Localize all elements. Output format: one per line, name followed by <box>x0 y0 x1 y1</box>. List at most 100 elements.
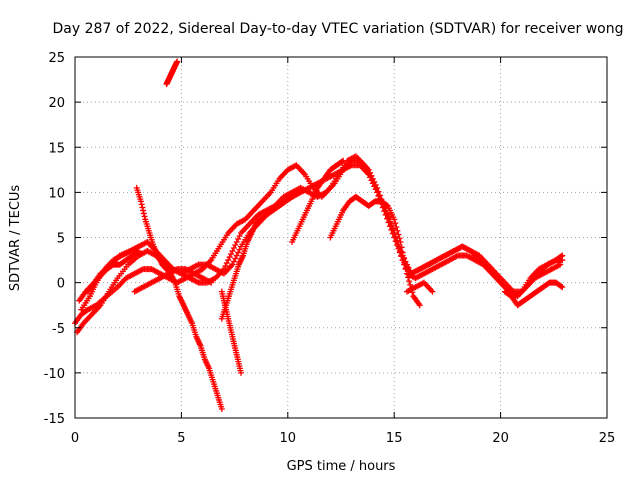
data-point <box>398 244 405 251</box>
x-tick-label: 25 <box>599 431 616 446</box>
x-tick-label: 10 <box>280 431 297 446</box>
data-point <box>397 239 404 246</box>
x-tick-label: 0 <box>71 431 79 446</box>
data-point <box>233 252 240 259</box>
data-point <box>381 208 388 215</box>
data-point <box>295 189 302 196</box>
data-point <box>406 278 413 285</box>
data-point <box>401 260 408 267</box>
data-point <box>392 238 399 245</box>
data-point <box>395 231 402 238</box>
data-point <box>222 263 229 270</box>
data-point <box>558 283 565 290</box>
data-point <box>294 190 301 197</box>
data-point <box>384 215 391 222</box>
data-point <box>394 242 401 249</box>
data-point <box>383 202 390 209</box>
data-point <box>141 213 148 220</box>
data-point <box>135 248 142 255</box>
data-point <box>236 246 243 253</box>
data-point <box>392 220 399 227</box>
data-point <box>559 252 566 259</box>
data-point <box>233 239 240 246</box>
data-point <box>140 207 147 214</box>
data-point <box>371 183 378 190</box>
y-tick-label: -10 <box>44 367 65 382</box>
data-point <box>226 254 233 261</box>
data-point <box>395 245 402 252</box>
data-point <box>391 234 398 241</box>
data-point <box>407 281 414 288</box>
gridlines <box>75 57 607 418</box>
data-point <box>391 216 398 223</box>
data-point <box>372 186 379 193</box>
data-points <box>72 58 566 412</box>
data-point <box>405 274 412 281</box>
data-point <box>386 223 393 230</box>
data-point <box>139 204 146 211</box>
data-point <box>365 171 372 178</box>
y-tick-label: 15 <box>48 141 65 156</box>
data-point <box>375 193 382 200</box>
data-point <box>402 265 409 272</box>
data-point <box>389 230 396 237</box>
data-point <box>559 284 566 291</box>
data-point <box>229 248 236 255</box>
data-point <box>137 198 144 205</box>
axis-ticks: 0 5 10 15 20 25 -15 -10 -5 0 5 10 15 20 25 <box>44 51 616 446</box>
y-tick-label: 10 <box>48 186 65 201</box>
y-tick-label: 5 <box>57 232 65 247</box>
y-tick-label: 25 <box>48 51 65 66</box>
data-point <box>374 189 381 196</box>
x-axis-label: GPS time / hours <box>287 459 396 474</box>
data-point <box>218 405 225 412</box>
series-arc-8 <box>163 58 181 88</box>
data-point <box>235 236 242 243</box>
data-point <box>230 245 237 252</box>
data-point <box>223 260 230 267</box>
data-point <box>208 279 215 286</box>
data-point <box>134 248 141 255</box>
data-point <box>236 232 243 239</box>
data-point <box>230 258 237 265</box>
data-point <box>229 261 236 268</box>
data-point <box>339 158 346 165</box>
data-point <box>394 227 401 234</box>
y-tick-label: -15 <box>44 412 65 427</box>
data-point <box>237 369 244 376</box>
data-point <box>558 253 565 260</box>
data-point <box>396 235 403 242</box>
data-point <box>340 157 347 164</box>
data-point <box>429 288 436 295</box>
series-arc-13 <box>403 279 436 295</box>
x-tick-label: 5 <box>177 431 185 446</box>
data-point <box>138 201 145 208</box>
series-arc-12 <box>327 193 423 309</box>
data-point <box>232 255 239 262</box>
x-tick-label: 15 <box>386 431 403 446</box>
data-point <box>225 257 232 264</box>
data-point <box>379 204 386 211</box>
data-point <box>220 266 227 273</box>
data-point <box>385 219 392 226</box>
data-point <box>228 251 235 258</box>
data-point <box>393 223 400 230</box>
series-arc-5 <box>84 248 142 295</box>
series-arc-14 <box>501 279 566 309</box>
data-point <box>232 242 239 249</box>
series-arc-11 <box>289 157 347 246</box>
data-point <box>400 254 407 261</box>
data-point <box>382 211 389 218</box>
data-point <box>367 174 374 181</box>
data-point <box>399 249 406 256</box>
series-arc-7 <box>131 266 215 295</box>
data-point <box>368 177 375 184</box>
series-arc-10 <box>218 288 244 376</box>
chart-title: Day 287 of 2022, Sidereal Day-to-day VTE… <box>53 21 624 37</box>
data-point <box>388 226 395 233</box>
data-point <box>403 270 410 277</box>
data-point <box>174 58 181 65</box>
series-arc-9 <box>218 189 302 322</box>
